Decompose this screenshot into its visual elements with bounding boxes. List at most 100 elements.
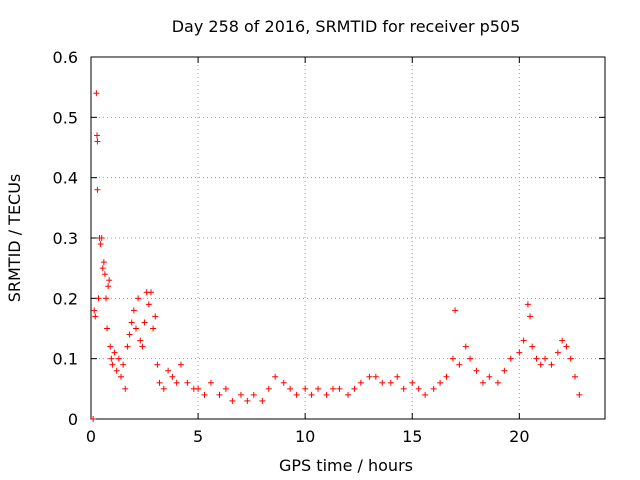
data-point — [537, 361, 544, 368]
data-point — [357, 379, 364, 386]
data-point — [93, 132, 100, 139]
data-point — [524, 301, 531, 308]
x-axis: 0 5 10 15 20 — [86, 57, 530, 446]
data-point — [572, 373, 579, 380]
x-tick-label: 20 — [509, 427, 529, 446]
data-point — [467, 355, 474, 362]
data-point — [201, 391, 208, 398]
data-point — [272, 373, 279, 380]
data-point — [520, 337, 527, 344]
data-point — [122, 385, 129, 392]
data-point — [93, 90, 100, 97]
data-point — [486, 373, 493, 380]
data-point — [160, 385, 167, 392]
data-point — [132, 325, 139, 332]
y-tick-label: 0.4 — [53, 169, 78, 188]
data-point — [576, 391, 583, 398]
data-point — [494, 379, 501, 386]
data-point — [113, 367, 120, 374]
data-point — [139, 343, 146, 350]
data-point — [366, 373, 373, 380]
data-point — [120, 361, 127, 368]
data-point — [237, 391, 244, 398]
data-point — [323, 391, 330, 398]
data-point — [563, 343, 570, 350]
data-point — [462, 343, 469, 350]
data-point — [330, 385, 337, 392]
data-point — [128, 319, 135, 326]
data-point — [141, 319, 148, 326]
data-point — [99, 265, 106, 272]
data-point — [409, 379, 416, 386]
data-point — [98, 235, 105, 241]
chart-title: Day 258 of 2016, SRMTID for receiver p50… — [172, 17, 521, 36]
data-point — [115, 355, 122, 362]
data-point — [195, 385, 202, 392]
x-tick-label: 5 — [193, 427, 203, 446]
x-tick-label: 10 — [295, 427, 315, 446]
data-point — [97, 241, 104, 248]
data-point — [169, 373, 176, 380]
y-tick-label: 0.2 — [53, 289, 78, 308]
data-point — [548, 361, 555, 368]
data-point — [135, 295, 142, 302]
data-point — [449, 355, 456, 362]
data-point — [156, 379, 163, 386]
data-point — [437, 379, 444, 386]
data-point — [452, 307, 459, 314]
grid — [91, 57, 605, 419]
data-point — [152, 313, 159, 320]
data-point — [280, 379, 287, 386]
data-point — [287, 385, 294, 392]
data-point — [94, 186, 101, 193]
data-point — [145, 301, 152, 308]
data-point — [173, 379, 180, 386]
data-point — [207, 379, 214, 386]
y-tick-label: 0.1 — [53, 350, 78, 369]
data-series — [90, 90, 583, 422]
data-point — [456, 361, 463, 368]
data-point — [507, 355, 514, 362]
data-point — [108, 355, 115, 362]
data-point — [222, 385, 229, 392]
data-point — [91, 307, 98, 314]
data-point — [259, 397, 266, 404]
data-point — [542, 355, 549, 362]
data-point — [529, 343, 536, 350]
y-tick-label: 0.5 — [53, 108, 78, 127]
x-tick-label: 0 — [86, 427, 96, 446]
data-point — [106, 277, 113, 284]
data-point — [165, 367, 172, 374]
data-point — [479, 379, 486, 386]
data-point — [400, 385, 407, 392]
data-point — [302, 385, 309, 392]
data-point — [315, 385, 322, 392]
data-point — [567, 355, 574, 362]
y-tick-label: 0.3 — [53, 229, 78, 248]
data-point — [372, 373, 379, 380]
data-point — [394, 373, 401, 380]
data-point — [527, 313, 534, 320]
data-point — [111, 349, 118, 356]
y-axis: 0 0.1 0.2 0.3 0.4 0.5 0.6 — [53, 48, 605, 429]
data-point — [154, 361, 161, 368]
data-point — [559, 337, 566, 344]
data-point — [336, 385, 343, 392]
data-point — [147, 289, 154, 296]
data-point — [92, 313, 99, 320]
data-point — [150, 325, 157, 332]
data-point — [107, 343, 114, 350]
data-point — [533, 355, 540, 362]
data-point — [95, 295, 102, 302]
x-tick-label: 15 — [402, 427, 422, 446]
data-point — [265, 385, 272, 392]
data-point — [250, 391, 257, 398]
data-point — [102, 295, 109, 302]
data-point — [345, 391, 351, 398]
data-point — [104, 325, 111, 332]
y-tick-label: 0 — [68, 410, 78, 429]
data-point — [177, 361, 184, 368]
data-point — [130, 307, 137, 314]
data-point — [308, 391, 315, 398]
data-point — [501, 367, 508, 374]
